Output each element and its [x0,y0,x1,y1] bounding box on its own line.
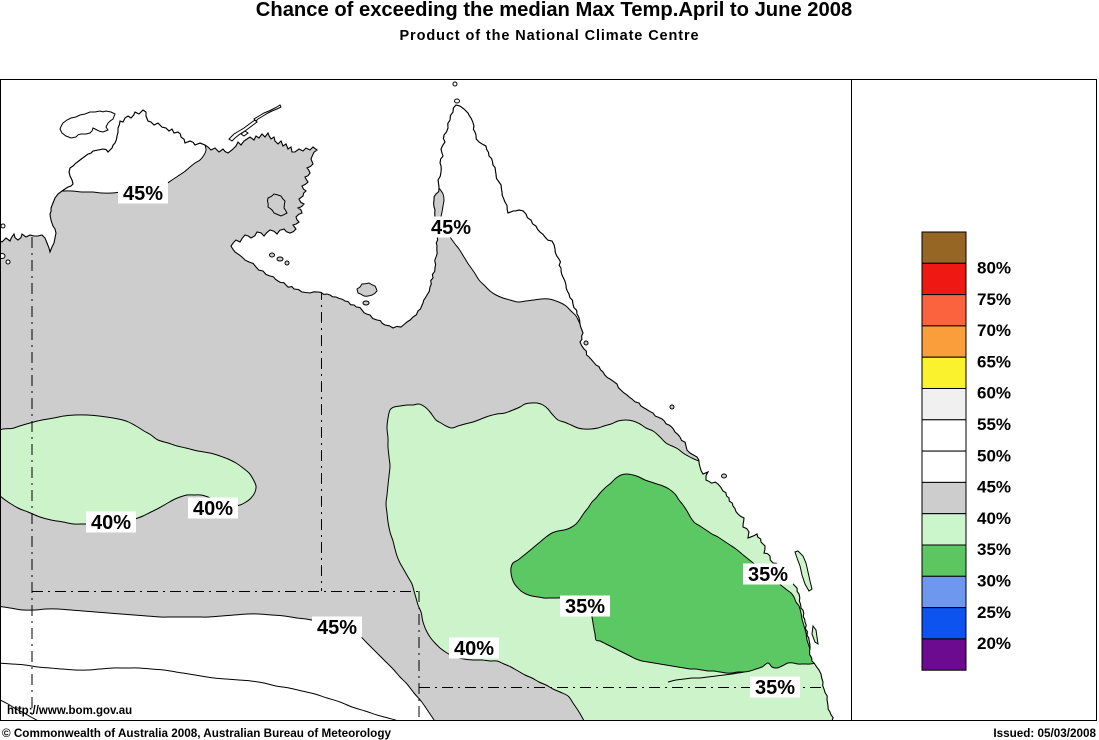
svg-text:Product of the National Climat: Product of the National Climate Centre [399,28,699,44]
svg-text:75%: 75% [977,290,1011,309]
svg-text:80%: 80% [977,259,1011,278]
svg-text:45%: 45% [977,478,1011,497]
svg-text:35%: 35% [755,677,795,699]
svg-text:35%: 35% [977,540,1011,559]
svg-text:45%: 45% [123,183,163,205]
svg-text:70%: 70% [977,321,1011,340]
svg-text:35%: 35% [565,596,605,618]
svg-text:40%: 40% [91,512,131,534]
svg-text:35%: 35% [748,564,788,586]
svg-text:45%: 45% [431,217,471,239]
svg-text:© Commonwealth of Australia 20: © Commonwealth of Australia 2008, Austra… [2,727,391,740]
svg-text:Chance of exceeding the median: Chance of exceeding the median Max Temp.… [256,0,852,21]
svg-text:20%: 20% [977,634,1011,653]
svg-text:55%: 55% [977,415,1011,434]
svg-text:60%: 60% [977,384,1011,403]
svg-text:Issued: 05/03/2008: Issued: 05/03/2008 [993,727,1096,740]
svg-text:40%: 40% [193,498,233,520]
svg-text:50%: 50% [977,446,1011,465]
svg-text:40%: 40% [454,638,494,660]
svg-text:http://www.bom.gov.au: http://www.bom.gov.au [7,705,132,717]
svg-text:30%: 30% [977,572,1011,591]
svg-text:40%: 40% [977,509,1011,528]
svg-text:65%: 65% [977,352,1011,371]
svg-text:25%: 25% [977,603,1011,622]
svg-text:45%: 45% [317,617,357,639]
